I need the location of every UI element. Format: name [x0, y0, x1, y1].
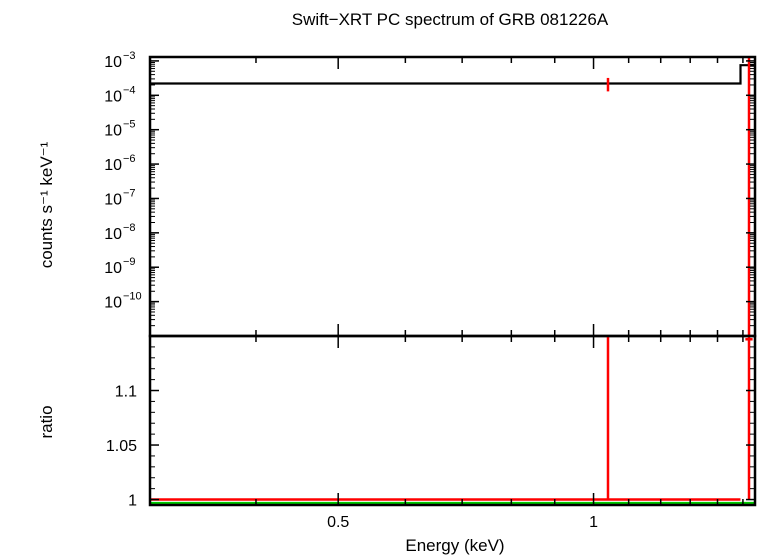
y-tick-label-exponent: −9 [123, 256, 136, 268]
y-tick-label: 10 [104, 54, 122, 71]
y-tick-label: 10 [104, 157, 122, 174]
y-tick-label: 10 [104, 88, 122, 105]
y-tick-label: 10 [104, 191, 122, 208]
y-tick-label-exponent: −3 [123, 50, 136, 62]
y-tick-label-exponent: −5 [123, 119, 136, 131]
y-tick-label: 10 [104, 295, 122, 312]
spectrum-series-layer [150, 57, 755, 336]
spectrum-panel: 10−310−410−510−610−710−810−910−10 [104, 50, 757, 338]
y-tick-label-exponent: −8 [123, 222, 136, 234]
x-axis-label: Energy (keV) [405, 536, 504, 555]
y-tick-label-exponent: −7 [123, 187, 136, 199]
y-tick-label: 10 [104, 226, 122, 243]
x-tick-label: 1 [589, 514, 598, 531]
x-tick-label: 0.5 [327, 514, 349, 531]
spectrum-panel-frame [148, 55, 757, 338]
ratio-y-tick-label: 1.1 [115, 384, 137, 401]
y-tick-label: 10 [104, 123, 122, 140]
y-tick-label-exponent: −4 [123, 84, 136, 96]
spectrum-y-axis-label: counts s⁻¹ keV⁻¹ [37, 141, 56, 268]
model-step-line [150, 64, 755, 85]
ratio-y-tick-label: 1 [128, 493, 137, 510]
y-tick-label-exponent: −6 [123, 153, 136, 165]
ratio-panel: 1 1.05 1.1 0.5 1 [106, 334, 757, 531]
spectrum-ticks-layer: 10−310−410−510−610−710−810−910−10 [104, 50, 755, 336]
ratio-y-tick-label: 1.05 [106, 438, 137, 455]
y-tick-label: 10 [104, 260, 122, 277]
ratio-series-layer [150, 336, 755, 505]
ratio-ticks-layer: 1 1.05 1.1 0.5 1 [106, 336, 755, 531]
ratio-y-axis-label: ratio [37, 405, 56, 438]
ratio-panel-frame [148, 334, 757, 507]
chart-title: Swift−XRT PC spectrum of GRB 081226A [292, 10, 609, 29]
y-tick-label-exponent: −10 [123, 291, 142, 303]
